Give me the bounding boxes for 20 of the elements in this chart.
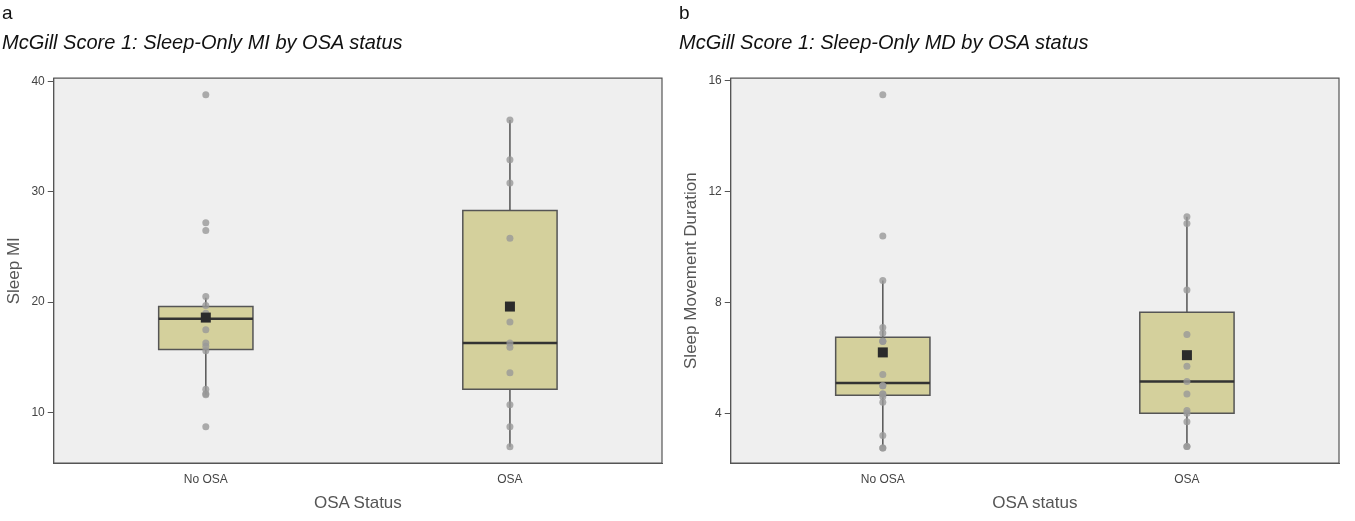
text: b	[678, 1, 691, 25]
x-tick-label: No OSA	[860, 471, 905, 486]
y-tick-label: 10	[31, 404, 46, 419]
y-tick-label: 20	[31, 294, 46, 309]
y-tick-label: 16	[708, 73, 723, 88]
x-axis-title: OSA Status	[313, 493, 402, 513]
x-tick-label: OSA	[1174, 471, 1200, 486]
y-tick-label: 30	[31, 184, 46, 199]
y-tick-label: 4	[715, 405, 723, 420]
x-axis-title: OSA status	[992, 493, 1078, 513]
x-tick-label: OSA	[497, 471, 523, 486]
chart-title: McGill Score 1: Sleep-Only MI by OSA status	[1, 30, 404, 55]
chart-title: McGill Score 1: Sleep-Only MD by OSA status	[678, 30, 1090, 55]
y-tick-label: 40	[31, 73, 46, 88]
y-axis-title: Sleep MI	[3, 237, 23, 305]
y-tick-label: 12	[708, 184, 723, 199]
x-tick-label: No OSA	[183, 471, 228, 486]
y-axis-title: Sleep Movement Duration	[680, 172, 700, 369]
text: a	[1, 1, 14, 25]
y-tick-label: 8	[715, 294, 723, 309]
